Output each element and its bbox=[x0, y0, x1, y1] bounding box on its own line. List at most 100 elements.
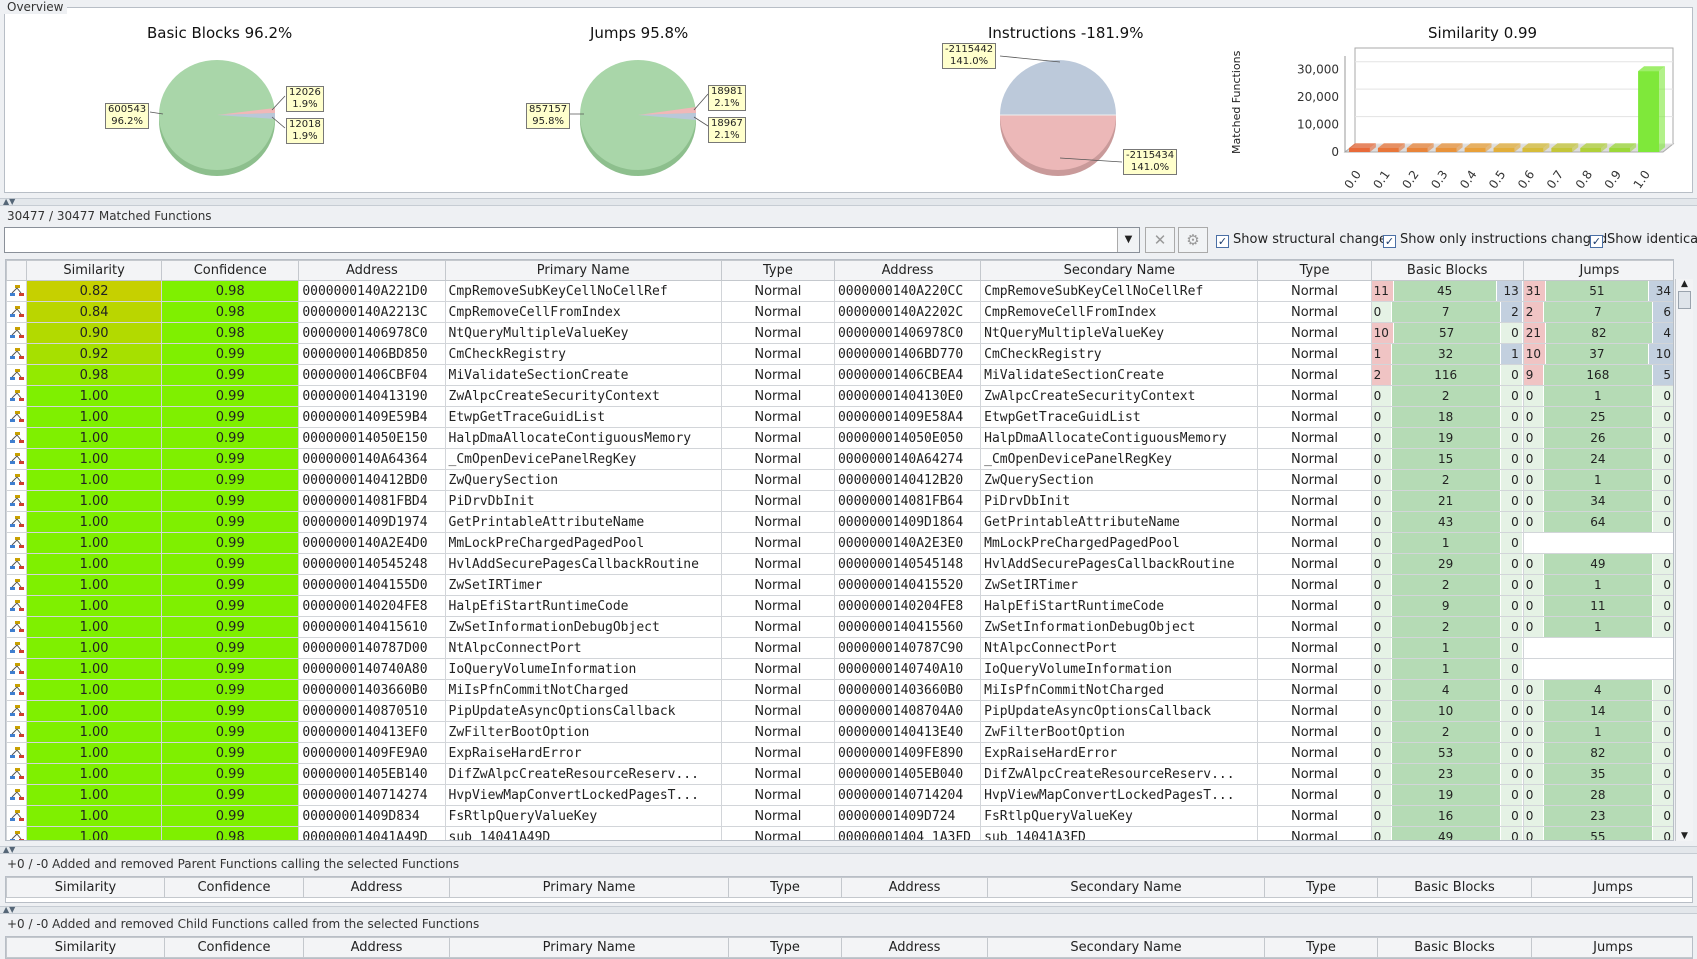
parents-header-confidence[interactable]: Confidence bbox=[164, 877, 304, 898]
header-primary-name[interactable]: Primary Name bbox=[444, 260, 722, 281]
parents-header-similarity[interactable]: Similarity bbox=[6, 877, 165, 898]
parents-header-primary-name[interactable]: Primary Name bbox=[449, 877, 729, 898]
row-graph-icon[interactable] bbox=[6, 427, 28, 449]
header-jumps[interactable]: Jumps bbox=[1522, 260, 1673, 281]
row-graph-icon[interactable] bbox=[6, 553, 28, 575]
table-row[interactable]: 0.82 0.98 0000000140A221D0 CmpRemoveSubKeyC… bbox=[6, 280, 1673, 302]
children-header-secondary-name[interactable]: Secondary Name bbox=[987, 937, 1265, 958]
row-graph-icon[interactable] bbox=[6, 784, 28, 806]
row-graph-icon[interactable] bbox=[6, 301, 28, 323]
table-row[interactable]: 1.00 0.99 00000001409D834 FsRtlpQueryValueK… bbox=[6, 805, 1673, 827]
table-row[interactable]: 0.98 0.99 00000001406CBF04 MiValidateSectio… bbox=[6, 364, 1673, 386]
row-graph-icon[interactable] bbox=[6, 490, 28, 512]
table-row[interactable]: 1.00 0.99 0000000140A2E4D0 MmLockPreCharged… bbox=[6, 532, 1673, 554]
table-row[interactable]: 1.00 0.99 0000000140787D00 NtAlpcConnectPor… bbox=[6, 637, 1673, 659]
table-row[interactable]: 1.00 0.99 0000000140740A80 IoQueryVolumeInf… bbox=[6, 658, 1673, 680]
table-row[interactable]: 0.90 0.98 00000001406978C0 NtQueryMultipleV… bbox=[6, 322, 1673, 344]
scroll-down-icon[interactable]: ▼ bbox=[1681, 831, 1688, 841]
row-graph-icon[interactable] bbox=[6, 280, 28, 302]
parents-header-address[interactable]: Address bbox=[303, 877, 450, 898]
parents-header-type[interactable]: Type bbox=[1264, 877, 1378, 898]
header-type[interactable]: Type bbox=[1257, 260, 1372, 281]
row-graph-icon[interactable] bbox=[6, 406, 28, 428]
splitter-middle[interactable]: ▲▼ bbox=[0, 845, 1697, 854]
scroll-up-icon[interactable]: ▲ bbox=[1681, 279, 1688, 289]
header-secondary-name[interactable]: Secondary Name bbox=[980, 260, 1259, 281]
parents-header-basic-blocks[interactable]: Basic Blocks bbox=[1377, 877, 1532, 898]
row-graph-icon[interactable] bbox=[6, 742, 28, 764]
table-row[interactable]: 1.00 0.99 000000014081FBD4 PiDrvDbInit Norma… bbox=[6, 490, 1673, 512]
table-row[interactable]: 1.00 0.99 00000001403660B0 MiIsPfnCommitNot… bbox=[6, 679, 1673, 701]
children-header-address[interactable]: Address bbox=[303, 937, 450, 958]
header-address[interactable]: Address bbox=[298, 260, 446, 281]
row-graph-icon[interactable] bbox=[6, 385, 28, 407]
row-graph-icon[interactable] bbox=[6, 322, 28, 344]
header-confidence[interactable]: Confidence bbox=[161, 260, 300, 281]
table-row[interactable]: 1.00 0.99 0000000140204FE8 HalpEfiStartRunt… bbox=[6, 595, 1673, 617]
row-graph-icon[interactable] bbox=[6, 574, 28, 596]
row-graph-icon[interactable] bbox=[6, 448, 28, 470]
children-header-jumps[interactable]: Jumps bbox=[1531, 937, 1692, 958]
secondary-address-cell: 00000001409D724 bbox=[833, 805, 982, 827]
filter-settings-gear-icon[interactable]: ⚙ bbox=[1178, 227, 1208, 253]
row-graph-icon[interactable] bbox=[6, 721, 28, 743]
scroll-thumb[interactable] bbox=[1678, 291, 1691, 309]
children-header-similarity[interactable]: Similarity bbox=[6, 937, 165, 958]
children-header-type[interactable]: Type bbox=[728, 937, 842, 958]
filter-input[interactable]: ▼ bbox=[4, 227, 1140, 253]
table-row[interactable]: 1.00 0.99 0000000140A64364 _CmOpenDevicePan… bbox=[6, 448, 1673, 470]
row-graph-icon[interactable] bbox=[6, 343, 28, 365]
row-graph-icon[interactable] bbox=[6, 637, 28, 659]
table-row[interactable]: 1.00 0.99 0000000140413190 ZwAlpcCreateSecu… bbox=[6, 385, 1673, 407]
header-address[interactable]: Address bbox=[833, 260, 982, 281]
matched-table-scrollbar[interactable]: ▲ ▼ bbox=[1675, 279, 1693, 841]
filter-dropdown-icon[interactable]: ▼ bbox=[1117, 228, 1139, 252]
table-row[interactable]: 1.00 0.99 00000001409E59B4 EtwpGetTraceGuid… bbox=[6, 406, 1673, 428]
children-header-address[interactable]: Address bbox=[841, 937, 988, 958]
table-row[interactable]: 1.00 0.99 0000000140412BD0 ZwQuerySection No… bbox=[6, 469, 1673, 491]
row-graph-icon[interactable] bbox=[6, 469, 28, 491]
table-row[interactable]: 1.00 0.99 00000001409D1974 GetPrintableAttr… bbox=[6, 511, 1673, 533]
row-graph-icon[interactable] bbox=[6, 364, 28, 386]
parents-header-jumps[interactable]: Jumps bbox=[1531, 877, 1692, 898]
clear-filter-button[interactable]: ✕ bbox=[1145, 227, 1175, 253]
row-graph-icon[interactable] bbox=[6, 532, 28, 554]
show-instructions-changed-checkbox[interactable]: ✓ Show only instructions changed bbox=[1383, 232, 1608, 248]
splitter-top[interactable]: ▲▼ bbox=[0, 197, 1697, 206]
children-header-confidence[interactable]: Confidence bbox=[164, 937, 304, 958]
header-basic-blocks[interactable]: Basic Blocks bbox=[1370, 260, 1524, 281]
row-graph-icon[interactable] bbox=[6, 616, 28, 638]
table-row[interactable]: 0.84 0.98 0000000140A2213C CmpRemoveCellFro… bbox=[6, 301, 1673, 323]
row-graph-icon[interactable] bbox=[6, 805, 28, 827]
header-type[interactable]: Type bbox=[720, 260, 835, 281]
row-graph-icon[interactable] bbox=[6, 511, 28, 533]
row-graph-icon[interactable] bbox=[6, 826, 28, 840]
primary-name-cell: CmCheckRegistry bbox=[444, 343, 722, 365]
row-graph-icon[interactable] bbox=[6, 763, 28, 785]
children-header-basic-blocks[interactable]: Basic Blocks bbox=[1377, 937, 1532, 958]
table-row[interactable]: 1.00 0.99 0000000140415610 ZwSetInformation… bbox=[6, 616, 1673, 638]
parents-header-type[interactable]: Type bbox=[728, 877, 842, 898]
table-row[interactable]: 1.00 0.99 0000000140413EF0 ZwFilterBootOpti… bbox=[6, 721, 1673, 743]
splitter-bottom[interactable]: ▲▼ bbox=[0, 905, 1697, 914]
row-graph-icon[interactable] bbox=[6, 700, 28, 722]
children-header-primary-name[interactable]: Primary Name bbox=[449, 937, 729, 958]
show-identical-checkbox[interactable]: ✓ Show identical bbox=[1590, 232, 1697, 248]
table-row[interactable]: 1.00 0.99 00000001405EB140 DifZwAlpcCreateR… bbox=[6, 763, 1673, 785]
table-row[interactable]: 1.00 0.99 0000000140545248 HvlAddSecurePage… bbox=[6, 553, 1673, 575]
table-row[interactable]: 1.00 0.99 00000001409FE9A0 ExpRaiseHardErro… bbox=[6, 742, 1673, 764]
row-graph-icon[interactable] bbox=[6, 658, 28, 680]
table-row[interactable]: 1.00 0.99 0000000140714274 HvpViewMapConver… bbox=[6, 784, 1673, 806]
parents-header-secondary-name[interactable]: Secondary Name bbox=[987, 877, 1265, 898]
table-row[interactable]: 1.00 0.99 00000001404155D0 ZwSetIRTimer Norm… bbox=[6, 574, 1673, 596]
table-row[interactable]: 1.00 0.99 0000000140870510 PipUpdateAsyncOp… bbox=[6, 700, 1673, 722]
row-graph-icon[interactable] bbox=[6, 679, 28, 701]
show-structural-changes-checkbox[interactable]: ✓ Show structural changes bbox=[1216, 232, 1394, 248]
row-graph-icon[interactable] bbox=[6, 595, 28, 617]
table-row[interactable]: 1.00 0.99 000000014050E150 HalpDmaAllocateC… bbox=[6, 427, 1673, 449]
children-header-type[interactable]: Type bbox=[1264, 937, 1378, 958]
table-row[interactable]: 0.92 0.99 00000001406BD850 CmCheckRegistry N… bbox=[6, 343, 1673, 365]
table-row[interactable]: 1.00 0.98 000000014041A49D sub_14041A49D Nor… bbox=[6, 826, 1673, 840]
parents-header-address[interactable]: Address bbox=[841, 877, 988, 898]
header-similarity[interactable]: Similarity bbox=[26, 260, 163, 281]
